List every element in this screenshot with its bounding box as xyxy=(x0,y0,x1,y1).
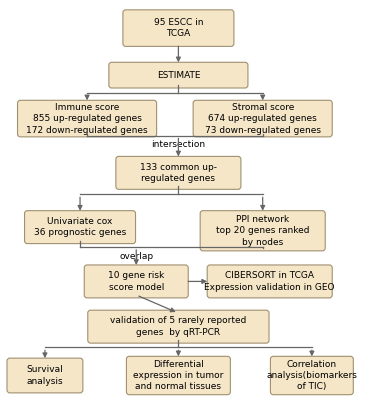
FancyBboxPatch shape xyxy=(207,265,332,298)
FancyBboxPatch shape xyxy=(7,358,83,393)
FancyBboxPatch shape xyxy=(193,100,332,137)
Text: Immune score
855 up-regulated genes
172 down-regulated genes: Immune score 855 up-regulated genes 172 … xyxy=(26,103,148,134)
Text: ESTIMATE: ESTIMATE xyxy=(157,71,200,80)
FancyBboxPatch shape xyxy=(270,356,353,395)
Text: 95 ESCC in
TCGA: 95 ESCC in TCGA xyxy=(154,18,203,38)
Text: Differential
expression in tumor
and normal tissues: Differential expression in tumor and nor… xyxy=(133,360,224,392)
Text: Survival
analysis: Survival analysis xyxy=(26,365,63,386)
Text: 10 gene risk
score model: 10 gene risk score model xyxy=(108,271,164,292)
Text: CIBERSORT in TCGA
Expression validation in GEO: CIBERSORT in TCGA Expression validation … xyxy=(205,271,335,292)
Text: Stromal score
674 up-regulated genes
73 down-regulated genes: Stromal score 674 up-regulated genes 73 … xyxy=(205,103,321,134)
FancyBboxPatch shape xyxy=(25,211,135,244)
FancyBboxPatch shape xyxy=(127,356,230,395)
FancyBboxPatch shape xyxy=(200,211,325,251)
FancyBboxPatch shape xyxy=(116,156,241,189)
Text: intersection: intersection xyxy=(151,140,205,149)
Text: 133 common up-
regulated genes: 133 common up- regulated genes xyxy=(140,163,217,183)
Text: Correlation
analysis(biomarkers
of TIC): Correlation analysis(biomarkers of TIC) xyxy=(266,360,357,392)
FancyBboxPatch shape xyxy=(18,100,157,137)
Text: overlap: overlap xyxy=(119,252,153,260)
Text: Univariate cox
36 prognostic genes: Univariate cox 36 prognostic genes xyxy=(34,217,126,237)
FancyBboxPatch shape xyxy=(109,62,248,88)
FancyBboxPatch shape xyxy=(88,310,269,343)
FancyBboxPatch shape xyxy=(123,10,234,46)
Text: PPI network
top 20 genes ranked
by nodes: PPI network top 20 genes ranked by nodes xyxy=(216,215,309,247)
FancyBboxPatch shape xyxy=(84,265,188,298)
Text: validation of 5 rarely reported
genes  by qRT-PCR: validation of 5 rarely reported genes by… xyxy=(110,316,247,337)
